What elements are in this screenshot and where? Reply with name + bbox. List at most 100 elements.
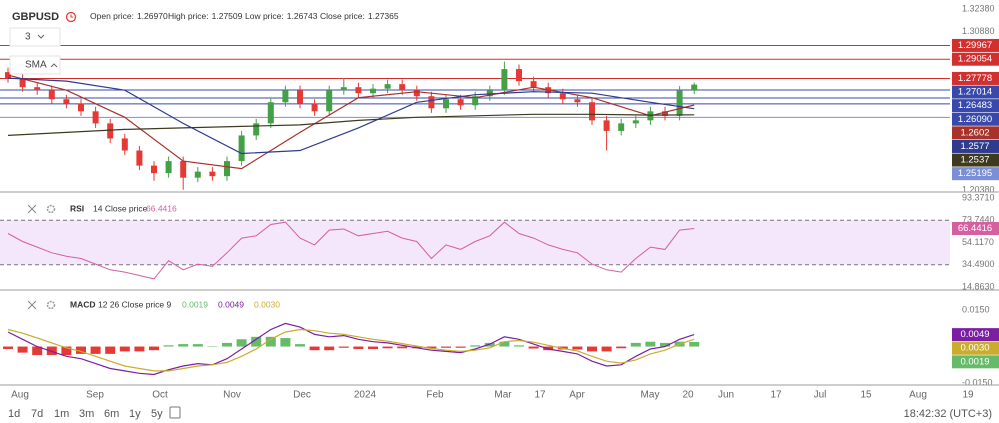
rsi-title: RSI xyxy=(70,203,84,213)
price-label: 1.2602 xyxy=(960,127,989,138)
histogram-bar xyxy=(61,346,72,356)
candle-body xyxy=(92,111,99,124)
candle-body xyxy=(501,69,508,91)
price-label: 1.25195 xyxy=(958,168,992,179)
histogram-bar xyxy=(265,336,276,347)
close-icon[interactable] xyxy=(27,300,37,310)
price-label-bg xyxy=(952,328,999,342)
ohlc-field: High price: 1.27509 xyxy=(168,11,243,21)
candle-body xyxy=(311,103,318,112)
x-tick-label: Jul xyxy=(814,390,827,401)
ohlc-name: Low price: xyxy=(245,11,284,21)
candle-body xyxy=(486,90,493,97)
range-button[interactable]: 1d xyxy=(8,408,20,420)
period-select[interactable] xyxy=(9,27,61,47)
histogram-bar xyxy=(76,346,86,354)
price-label: 1.27014 xyxy=(958,87,992,98)
candle-body xyxy=(384,84,391,89)
x-tick-label: 15 xyxy=(860,390,872,401)
candle-body xyxy=(151,165,157,174)
ohlc-name: Open price: xyxy=(90,11,134,21)
price-label-bg xyxy=(952,341,999,355)
price-label: 1.29054 xyxy=(958,54,992,65)
x-tick-label: Mar xyxy=(494,390,512,401)
candle-body xyxy=(472,96,479,106)
histogram-bar xyxy=(616,346,627,349)
clock-icon[interactable] xyxy=(65,11,77,23)
candle-body xyxy=(589,102,595,121)
y-tick-label: -0.0150 xyxy=(962,377,993,387)
histogram-bar xyxy=(324,346,335,351)
histogram-bar xyxy=(455,346,466,348)
candle-body xyxy=(253,123,260,136)
histogram-bar xyxy=(353,346,364,349)
price-label-bg xyxy=(952,38,999,52)
histogram-bar xyxy=(222,342,232,347)
candle-body xyxy=(618,123,625,131)
price-label: 1.26090 xyxy=(958,114,992,125)
candle-body xyxy=(574,99,581,103)
histogram-bar xyxy=(630,342,641,347)
candle-body xyxy=(209,171,216,177)
histogram-bar xyxy=(280,338,291,347)
candle-body xyxy=(530,81,537,88)
candle-body xyxy=(443,99,449,109)
histogram-bar xyxy=(499,341,510,347)
x-tick-label: Feb xyxy=(426,390,444,401)
x-tick-label: Jun xyxy=(718,390,734,401)
candle-body xyxy=(399,84,406,91)
histogram-bar xyxy=(134,346,145,352)
x-tick-label: Nov xyxy=(223,390,241,401)
candle-body xyxy=(34,87,41,91)
price-label: 0.0030 xyxy=(960,343,989,354)
x-tick-label: Apr xyxy=(569,390,585,401)
macd-header: MACD 12 26 Close price 9 xyxy=(27,299,172,310)
x-tick-label: Dec xyxy=(293,390,311,401)
range-button[interactable]: 1m xyxy=(54,408,69,420)
y-tick-label: 1.30880 xyxy=(962,26,995,36)
sma-line xyxy=(7,74,695,170)
x-tick-label: Oct xyxy=(152,390,168,401)
histogram-bar xyxy=(149,346,159,351)
price-label: 1.29967 xyxy=(958,40,992,51)
histogram-bar xyxy=(660,342,670,347)
close-icon[interactable] xyxy=(27,204,37,214)
histogram-bar xyxy=(207,346,218,348)
sma-line xyxy=(7,113,695,136)
histogram-bar xyxy=(17,346,28,353)
ohlc-value: 1.26970 xyxy=(137,11,168,21)
histogram-bar xyxy=(119,346,130,352)
candle-body xyxy=(194,171,201,178)
settings-icon[interactable] xyxy=(46,204,56,214)
y-tick-label: 54.1170 xyxy=(962,237,994,247)
range-button[interactable]: 6m xyxy=(104,408,119,420)
candle-body xyxy=(603,120,610,131)
indicator-name: SMA xyxy=(25,60,47,71)
histogram-bar xyxy=(163,345,174,347)
range-button[interactable]: 7d xyxy=(31,408,43,420)
histogram-bar xyxy=(309,346,320,351)
ohlc-name: Close price: xyxy=(320,11,365,21)
histogram-bar xyxy=(90,346,101,354)
y-tick-label: 0.0150 xyxy=(962,304,990,314)
candle-body xyxy=(19,78,26,88)
range-button[interactable]: 3m xyxy=(79,408,94,420)
macd-current: 0.0019 xyxy=(182,299,208,309)
price-label-bg xyxy=(952,126,999,140)
ohlc-value: 1.27365 xyxy=(368,11,399,21)
candle-body xyxy=(355,87,362,94)
indicator-select[interactable] xyxy=(9,55,61,75)
calendar-icon[interactable] xyxy=(169,406,181,419)
y-tick-label: 14.8630 xyxy=(962,281,995,291)
range-button[interactable]: 5y xyxy=(151,408,163,420)
settings-icon[interactable] xyxy=(46,300,56,310)
range-button[interactable]: 1y xyxy=(129,408,141,420)
price-label-bg xyxy=(952,71,999,85)
x-tick-label: 19 xyxy=(962,390,974,401)
y-tick-label: 34.4900 xyxy=(962,259,995,269)
histogram-bar xyxy=(236,339,247,347)
chevron-up xyxy=(50,63,58,68)
x-tick-label: 2024 xyxy=(354,390,377,401)
x-tick-label: Aug xyxy=(11,390,29,401)
x-tick-label: 17 xyxy=(770,390,782,401)
